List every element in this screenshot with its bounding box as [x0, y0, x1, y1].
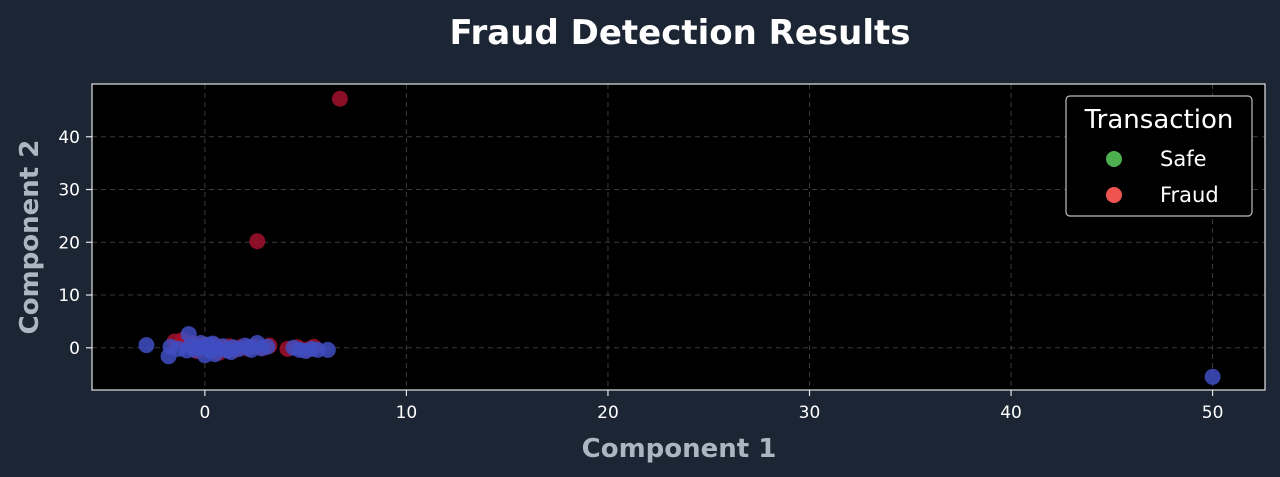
y-tick-label: 20	[58, 233, 80, 253]
data-point-safe	[259, 338, 276, 355]
y-axis-label: Component 2	[15, 140, 45, 335]
x-axis: 0 10 20 30 40 50	[199, 390, 1223, 423]
legend-box	[1065, 95, 1253, 217]
x-tick-label: 40	[1000, 403, 1022, 423]
data-point-fraud	[249, 233, 266, 250]
data-point-safe	[319, 341, 336, 358]
y-tick-label: 40	[58, 128, 80, 148]
data-point-safe	[200, 336, 217, 353]
data-point-safe	[223, 344, 240, 361]
x-tick-label: 30	[799, 403, 821, 423]
legend-label-fraud: Fraud	[1160, 183, 1219, 207]
legend-title: Transaction	[1084, 105, 1234, 135]
y-tick-label: 0	[69, 339, 80, 359]
data-point-fraud	[331, 90, 348, 107]
y-tick-label: 10	[58, 286, 80, 306]
data-point-safe	[178, 342, 195, 359]
x-tick-label: 20	[597, 403, 619, 423]
data-points	[138, 90, 1221, 385]
data-point-safe	[241, 339, 258, 356]
legend-marker-fraud	[1106, 187, 1122, 203]
legend: Transaction Safe Fraud	[1065, 95, 1253, 217]
chart-title: Fraud Detection Results	[449, 13, 910, 53]
legend-marker-safe	[1106, 151, 1122, 167]
data-point-safe	[1204, 368, 1221, 385]
x-axis-label: Component 1	[582, 434, 777, 464]
x-tick-label: 50	[1202, 403, 1224, 423]
x-tick-label: 0	[199, 403, 210, 423]
data-point-safe	[138, 337, 155, 354]
grid-lines	[92, 84, 1265, 390]
y-axis: 0 10 20 30 40	[58, 128, 92, 359]
legend-label-safe: Safe	[1160, 147, 1207, 171]
plot-frame	[91, 83, 1266, 391]
y-tick-label: 30	[58, 181, 80, 201]
x-tick-label: 10	[396, 403, 418, 423]
